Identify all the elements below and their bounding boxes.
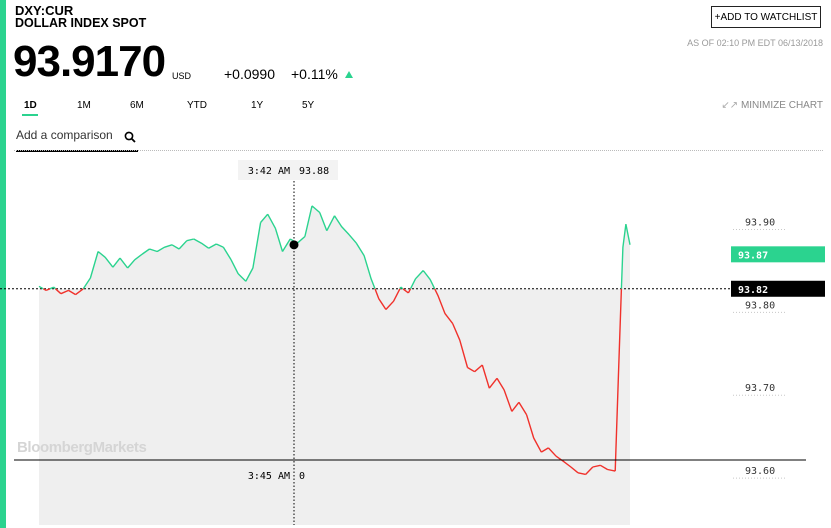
currency-label: USD (172, 71, 192, 81)
tab-ytd[interactable]: YTD (187, 100, 207, 111)
volume-time: 3:45 AM (248, 471, 290, 482)
tab-5y[interactable]: 5Y (302, 100, 315, 111)
last-price-badge (731, 246, 825, 263)
accent-bar (0, 0, 6, 528)
minimize-label: MINIMIZE CHART (740, 100, 823, 111)
price-line-up (38, 205, 631, 290)
crosshair-point (289, 240, 299, 250)
comparison-search-field[interactable]: Add a comparison (16, 126, 138, 152)
ticker-symbol: DXY:CUR (15, 3, 74, 18)
tab-6m[interactable]: 6M (130, 100, 144, 111)
price-value: 93.9170 (13, 37, 166, 86)
y-tick-label: 93.80 (745, 300, 775, 311)
y-tick-label: 93.60 (745, 466, 775, 477)
crosshair-label-bg (238, 160, 338, 180)
tab-1y[interactable]: 1Y (251, 100, 264, 111)
crosshair-time: 3:42 AM (248, 166, 290, 177)
price-line-down (42, 288, 623, 476)
active-tab-indicator (22, 114, 38, 116)
y-tick-label: 93.90 (745, 217, 775, 228)
as-of-timestamp: AS OF 02:10 PM EDT 06/13/2018 (687, 38, 823, 48)
watermark-logo: BloombergMarkets (17, 439, 147, 456)
header-divider (14, 150, 823, 151)
percent-change: +0.11% (291, 66, 338, 82)
baseline-badge (731, 280, 825, 297)
baseline-label: 93.82 (738, 285, 768, 296)
tab-1m[interactable]: 1M (77, 100, 91, 111)
crosshair-value: 93.88 (299, 166, 329, 177)
search-icon[interactable] (124, 130, 136, 148)
price-change: +0.0990 (224, 66, 275, 82)
security-name: DOLLAR INDEX SPOT (15, 16, 147, 30)
up-arrow-icon (345, 71, 353, 78)
volume-value: 0 (299, 471, 305, 482)
tab-1d[interactable]: 1D (24, 100, 37, 111)
add-to-watchlist-button[interactable]: +ADD TO WATCHLIST (711, 6, 821, 28)
minimize-chart-button[interactable]: ↙↗ MINIMIZE CHART (721, 100, 823, 111)
chart-area-shape (39, 205, 630, 525)
last-price-label: 93.87 (738, 250, 768, 261)
minimize-icon: ↙↗ (721, 100, 739, 111)
comparison-placeholder: Add a comparison (16, 128, 113, 142)
y-tick-label: 93.70 (745, 383, 775, 394)
